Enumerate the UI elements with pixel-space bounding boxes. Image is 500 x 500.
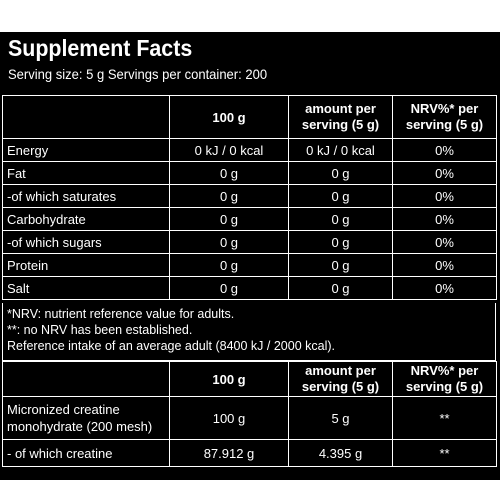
row-per100: 0 g	[169, 230, 289, 254]
table-header-row: 100 g amount per serving (5 g) NRV%* per…	[2, 95, 497, 139]
table-row: Carbohydrate 0 g 0 g 0%	[2, 207, 497, 231]
row-per100: 87.912 g	[169, 439, 289, 467]
row-per100: 0 g	[169, 253, 289, 277]
row-label: Fat	[2, 161, 170, 185]
row-per100: 0 g	[169, 276, 289, 300]
table-row: Micronized creatine monohydrate (200 mes…	[2, 396, 497, 440]
row-nrv: 0%	[392, 230, 497, 254]
row-per-serving: 0 g	[288, 276, 393, 300]
row-nrv: **	[392, 396, 497, 440]
header-cell-label	[2, 361, 170, 397]
footnote-nrv: *NRV: nutrient reference value for adult…	[7, 307, 235, 321]
row-per-serving: 0 g	[288, 230, 393, 254]
header-cell-nrv: NRV%* per serving (5 g)	[392, 361, 497, 397]
row-nrv: 0%	[392, 253, 497, 277]
row-nrv: 0%	[392, 207, 497, 231]
row-per-serving: 4.395 g	[288, 439, 393, 467]
row-per100: 0 g	[169, 161, 289, 185]
row-label: Carbohydrate	[2, 207, 170, 231]
header-cell-nrv: NRV%* per serving (5 g)	[392, 95, 497, 139]
row-nrv: 0%	[392, 184, 497, 208]
row-nrv: 0%	[392, 276, 497, 300]
row-per100: 0 g	[169, 184, 289, 208]
table-row: Protein 0 g 0 g 0%	[2, 253, 497, 277]
header-cell-100g: 100 g	[169, 361, 289, 397]
row-label: -of which sugars	[2, 230, 170, 254]
row-nrv: **	[392, 439, 497, 467]
row-per-serving: 0 kJ / 0 kcal	[288, 138, 393, 162]
row-label: - of which creatine	[2, 439, 170, 467]
table-row: Fat 0 g 0 g 0%	[2, 161, 497, 185]
row-nrv: 0%	[392, 161, 497, 185]
table-row: Energy 0 kJ / 0 kcal 0 kJ / 0 kcal 0%	[2, 138, 497, 162]
table-row: -of which saturates 0 g 0 g 0%	[2, 184, 497, 208]
header-cell-100g: 100 g	[169, 95, 289, 139]
row-per-serving: 0 g	[288, 184, 393, 208]
row-per-serving: 0 g	[288, 161, 393, 185]
serving-info: Serving size: 5 g Servings per container…	[8, 66, 268, 82]
row-label: Energy	[2, 138, 170, 162]
row-nrv: 0%	[392, 138, 497, 162]
table-row: Salt 0 g 0 g 0%	[2, 276, 497, 300]
footnote-reference-intake: Reference intake of an average adult (84…	[7, 339, 335, 353]
table-row: - of which creatine 87.912 g 4.395 g **	[2, 439, 497, 467]
row-per-serving: 0 g	[288, 207, 393, 231]
table-header-row: 100 g amount per serving (5 g) NRV%* per…	[2, 361, 497, 397]
row-per100: 100 g	[169, 396, 289, 440]
row-label: Micronized creatine monohydrate (200 mes…	[2, 396, 170, 440]
header-cell-serving: amount per serving (5 g)	[288, 95, 393, 139]
table-row: -of which sugars 0 g 0 g 0%	[2, 230, 497, 254]
row-per100: 0 kJ / 0 kcal	[169, 138, 289, 162]
active-ingredient-table: 100 g amount per serving (5 g) NRV%* per…	[2, 361, 497, 467]
row-per-serving: 0 g	[288, 253, 393, 277]
row-label: Protein	[2, 253, 170, 277]
row-label: -of which saturates	[2, 184, 170, 208]
page-title: Supplement Facts	[8, 35, 193, 61]
nutrition-table: 100 g amount per serving (5 g) NRV%* per…	[2, 95, 497, 300]
header-cell-label	[2, 95, 170, 139]
row-per-serving: 5 g	[288, 396, 393, 440]
header-cell-serving: amount per serving (5 g)	[288, 361, 393, 397]
row-per100: 0 g	[169, 207, 289, 231]
row-label: Salt	[2, 276, 170, 300]
footnote-no-nrv: **: no NRV has been established.	[7, 323, 193, 337]
footnotes: *NRV: nutrient reference value for adult…	[2, 303, 496, 361]
